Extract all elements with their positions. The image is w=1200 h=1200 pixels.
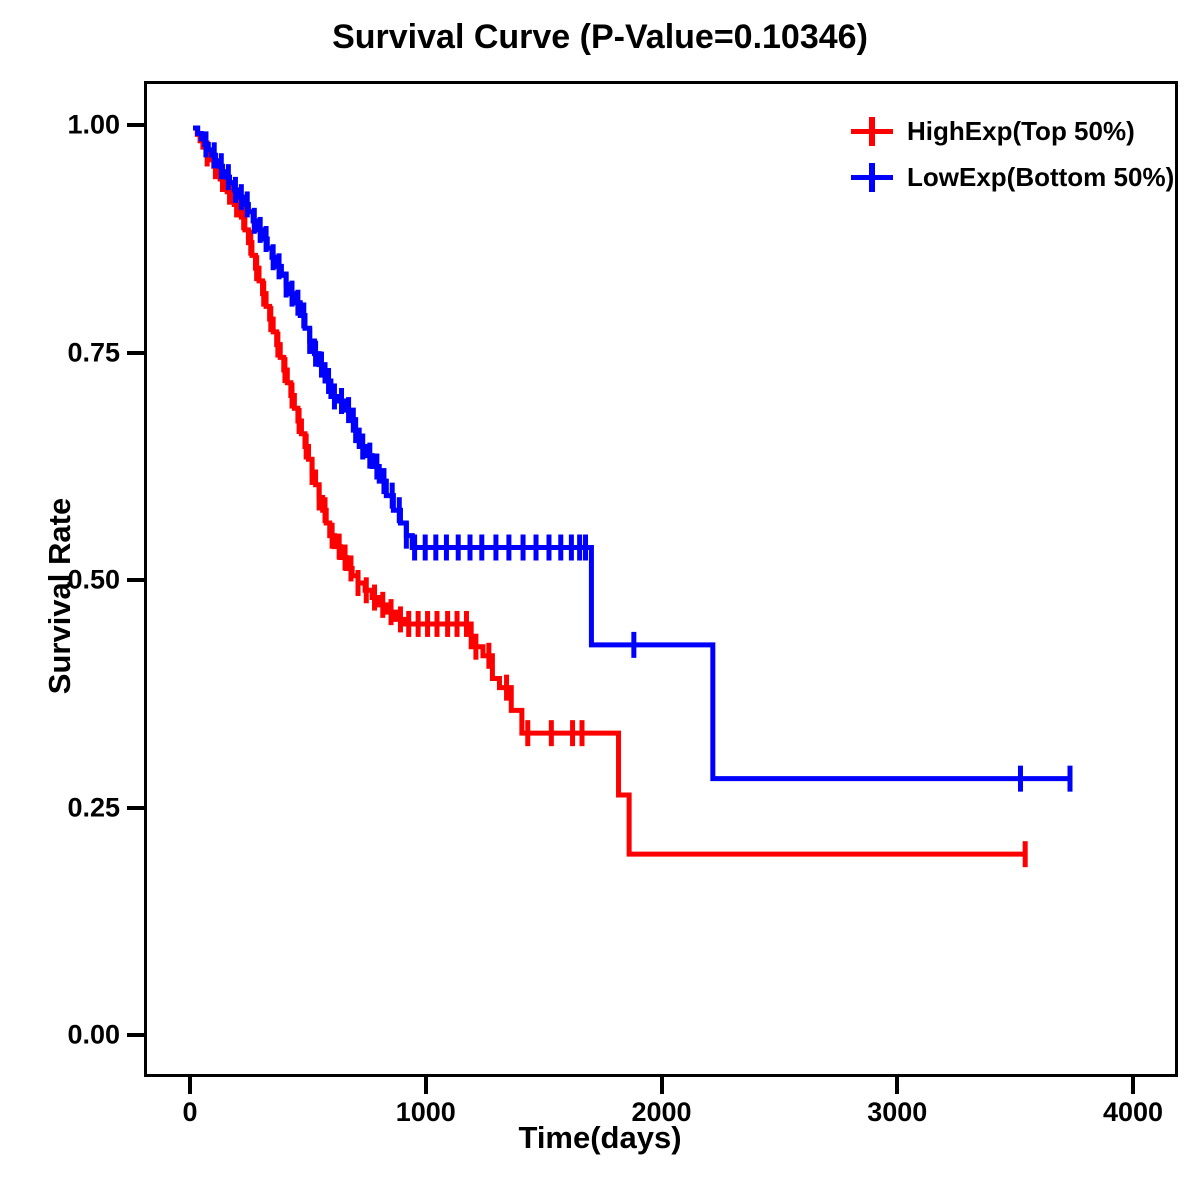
series-low-exp: [193, 125, 1073, 792]
y-tick-mark: [127, 578, 144, 582]
legend-plus-icon: [845, 111, 899, 151]
legend-label: HighExp(Top 50%): [907, 115, 1135, 146]
x-tick-mark: [895, 1077, 900, 1094]
legend-plus-icon: [845, 157, 899, 197]
y-tick-mark: [127, 805, 144, 810]
y-tick-label: 0.25: [67, 792, 120, 822]
chart-legend: HighExp(Top 50%) LowExp(Bottom 50%): [845, 108, 1185, 200]
x-tick-label: 3000: [867, 1097, 928, 1127]
step-line: [193, 125, 1070, 782]
y-tick-label: 0.50: [67, 564, 120, 595]
plot-area: [144, 81, 1178, 1077]
x-tick-mark: [188, 1077, 192, 1094]
y-tick-label: 1.00: [67, 109, 120, 140]
x-tick-mark: [423, 1077, 428, 1094]
y-axis-label: Survival Rate: [42, 497, 77, 695]
x-tick-label: 2000: [631, 1097, 692, 1127]
series-high-exp: [193, 125, 1028, 868]
y-tick-mark: [127, 123, 144, 127]
x-tick-mark: [1131, 1077, 1135, 1094]
legend-item[interactable]: HighExp(Top 50%): [845, 108, 1185, 154]
y-tick-mark: [127, 350, 144, 355]
survival-curves-svg: [193, 125, 1073, 868]
x-axis-label: Time(days): [518, 1120, 682, 1155]
y-tick-mark: [127, 1033, 144, 1037]
y-tick-label: 0.75: [67, 337, 120, 367]
x-tick-label: 4000: [1102, 1097, 1164, 1127]
chart-title: Survival Curve (P-Value=0.10346): [332, 18, 868, 56]
x-tick-label: 1000: [395, 1097, 456, 1127]
legend-label: LowExp(Bottom 50%): [907, 161, 1175, 192]
legend-item[interactable]: LowExp(Bottom 50%): [845, 154, 1185, 200]
x-tick-label: 0: [182, 1097, 198, 1127]
y-tick-label: 0.00: [67, 1019, 120, 1050]
x-tick-mark: [659, 1077, 664, 1094]
